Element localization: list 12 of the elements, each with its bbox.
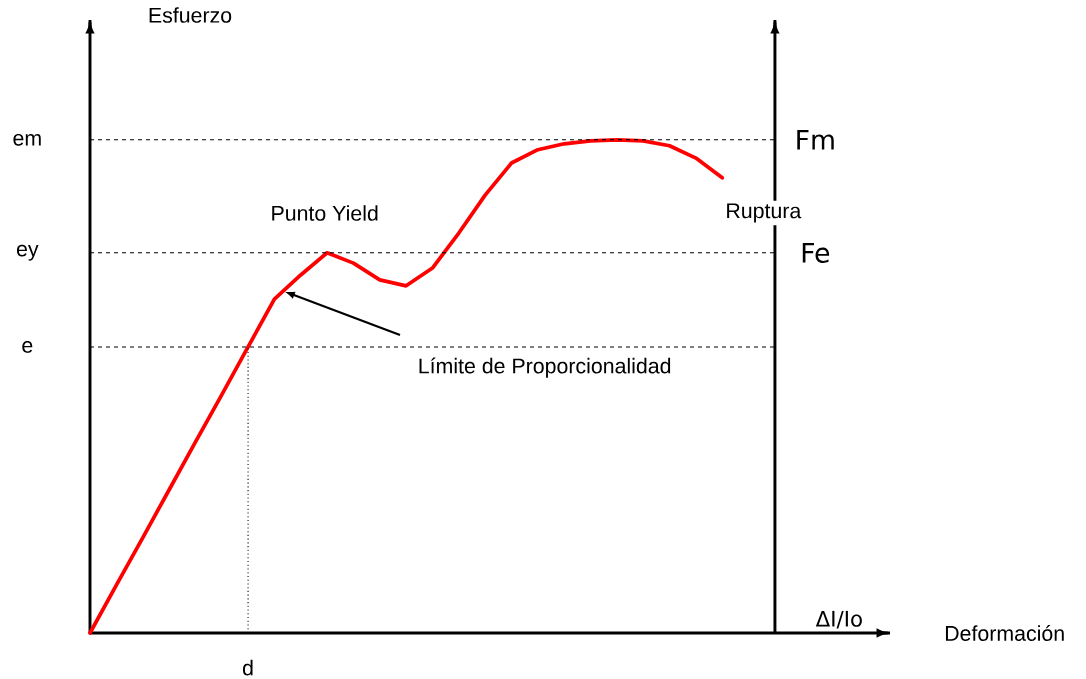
annotation: Límite de Proporcionalidad [419,357,671,378]
ref-line-label: em [13,133,41,146]
text: Fm [797,129,834,150]
text: ΔI/Io [815,610,862,629]
annotation: Ruptura [727,203,802,223]
ref-line-label: ey [16,244,39,261]
text: Fe [802,243,830,263]
ref-line-label: e [22,341,33,353]
text: Esfuerzo [149,7,232,23]
annotation: Punto Yield [272,205,378,221]
text: Deformación [945,625,1064,641]
text: d [242,659,253,676]
